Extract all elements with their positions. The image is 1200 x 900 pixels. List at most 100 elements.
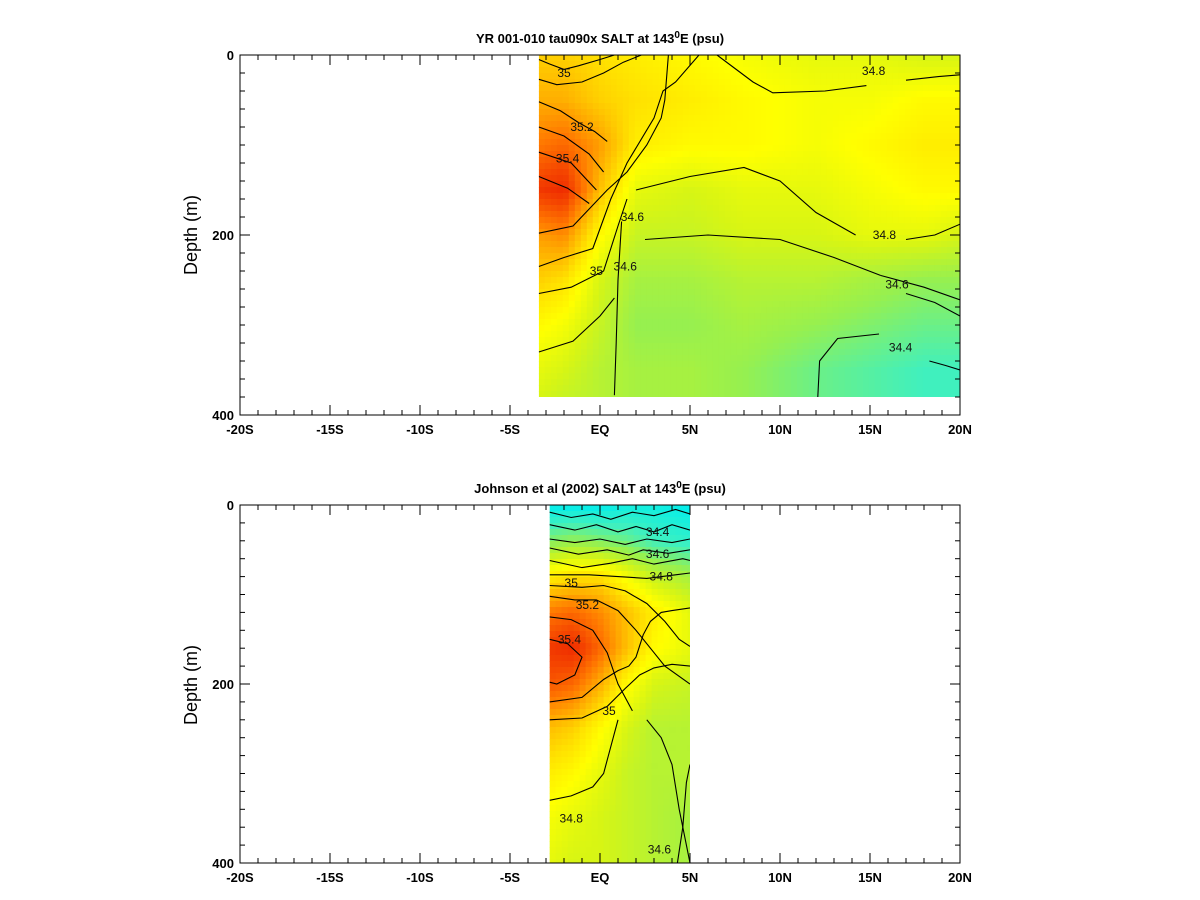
- field-cell: [904, 115, 912, 122]
- field-cell: [874, 121, 882, 128]
- field-cell: [718, 319, 726, 326]
- field-cell: [639, 577, 647, 584]
- field-cell: [616, 319, 624, 326]
- field-cell: [652, 139, 660, 146]
- field-cell: [615, 583, 623, 590]
- field-cell: [682, 97, 690, 104]
- field-cell: [772, 67, 780, 74]
- field-cell: [778, 85, 786, 92]
- field-cell: [628, 181, 636, 188]
- field-cell: [622, 373, 630, 380]
- field-cell: [940, 289, 948, 296]
- field-cell: [628, 259, 636, 266]
- field-cell: [844, 247, 852, 254]
- field-cell: [634, 253, 642, 260]
- field-cell: [850, 103, 858, 110]
- field-cell: [682, 361, 690, 368]
- field-cell: [616, 211, 624, 218]
- field-cell: [868, 139, 876, 146]
- field-cell: [664, 283, 672, 290]
- field-cell: [736, 139, 744, 146]
- field-cell: [604, 241, 612, 248]
- field-cell: [586, 91, 594, 98]
- field-cell: [561, 511, 569, 518]
- field-cell: [796, 55, 804, 62]
- field-cell: [868, 343, 876, 350]
- field-cell: [922, 289, 930, 296]
- field-cell: [604, 373, 612, 380]
- field-cell: [778, 355, 786, 362]
- field-cell: [574, 289, 582, 296]
- field-cell: [670, 139, 678, 146]
- field-cell: [544, 121, 552, 128]
- field-cell: [616, 361, 624, 368]
- field-cell: [538, 91, 546, 98]
- field-cell: [682, 187, 690, 194]
- field-cell: [790, 211, 798, 218]
- field-cell: [670, 271, 678, 278]
- field-cell: [609, 517, 617, 524]
- field-cell: [562, 67, 570, 74]
- field-cell: [778, 145, 786, 152]
- field-cell: [610, 307, 618, 314]
- field-cell: [916, 331, 924, 338]
- field-cell: [922, 85, 930, 92]
- field-cell: [946, 247, 954, 254]
- field-cell: [754, 67, 762, 74]
- field-cell: [664, 241, 672, 248]
- field-cell: [549, 631, 557, 638]
- field-cell: [790, 151, 798, 158]
- field-cell: [928, 145, 936, 152]
- field-cell: [856, 301, 864, 308]
- field-cell: [856, 247, 864, 254]
- field-cell: [904, 217, 912, 224]
- field-cell: [628, 301, 636, 308]
- field-cell: [886, 73, 894, 80]
- field-cell: [934, 55, 942, 62]
- field-cell: [814, 115, 822, 122]
- field-cell: [621, 649, 629, 656]
- field-cell: [597, 619, 605, 626]
- field-cell: [952, 109, 960, 116]
- field-cell: [916, 127, 924, 134]
- field-cell: [669, 649, 677, 656]
- field-cell: [868, 211, 876, 218]
- field-cell: [874, 127, 882, 134]
- y-tick-label: 0: [227, 48, 234, 63]
- field-cell: [580, 193, 588, 200]
- field-cell: [597, 643, 605, 650]
- field-cell: [724, 163, 732, 170]
- field-cell: [616, 103, 624, 110]
- field-cell: [550, 115, 558, 122]
- field-cell: [591, 541, 599, 548]
- field-cell: [730, 319, 738, 326]
- field-cell: [772, 361, 780, 368]
- field-cell: [687, 577, 690, 584]
- field-cell: [652, 199, 660, 206]
- field-cell: [730, 115, 738, 122]
- field-cell: [730, 163, 738, 170]
- field-cell: [712, 343, 720, 350]
- field-cell: [639, 505, 647, 512]
- field-cell: [892, 115, 900, 122]
- field-cell: [922, 163, 930, 170]
- field-cell: [616, 373, 624, 380]
- field-cell: [748, 391, 756, 397]
- field-cell: [754, 289, 762, 296]
- field-cell: [669, 535, 677, 542]
- field-cell: [568, 181, 576, 188]
- field-cell: [958, 229, 960, 236]
- field-cell: [730, 127, 738, 134]
- field-cell: [640, 391, 648, 397]
- field-cell: [652, 385, 660, 392]
- field-cell: [610, 355, 618, 362]
- field-cell: [802, 391, 810, 397]
- field-cell: [585, 589, 593, 596]
- field-cell: [868, 73, 876, 80]
- field-cell: [627, 583, 635, 590]
- field-cell: [760, 67, 768, 74]
- field-cell: [646, 181, 654, 188]
- field-cell: [946, 175, 954, 182]
- field-cell: [700, 361, 708, 368]
- field-cell: [946, 127, 954, 134]
